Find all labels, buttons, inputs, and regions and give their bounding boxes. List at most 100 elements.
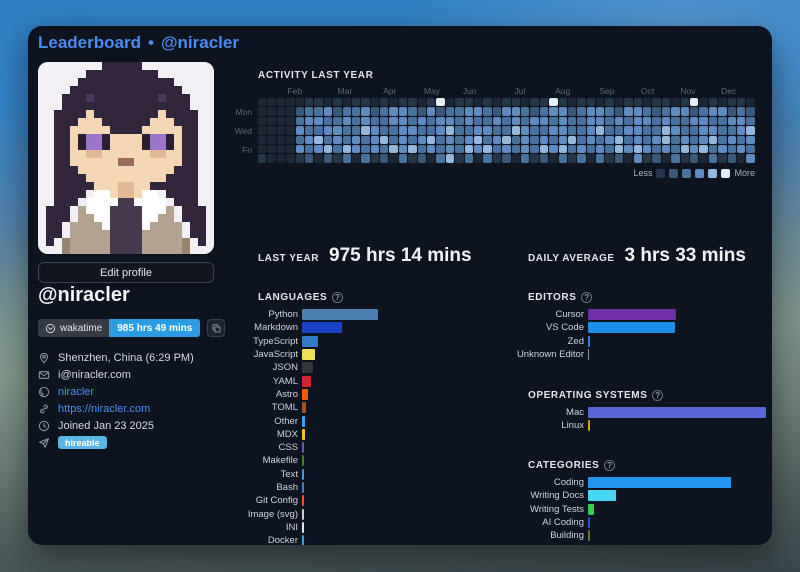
bar-row: VS Code xyxy=(458,321,676,334)
bar-row: Zed xyxy=(458,335,676,348)
profile-detail-row[interactable]: niracler xyxy=(38,383,194,400)
heatmap-cell xyxy=(727,154,736,163)
languages-section-title: LANGUAGES xyxy=(258,292,344,303)
mail-icon xyxy=(38,370,50,379)
legend-swatch xyxy=(682,168,692,178)
heatmap-cell xyxy=(652,135,661,144)
heatmap-cell xyxy=(455,135,464,144)
wakatime-badge-left[interactable]: wakatime xyxy=(38,319,110,337)
heatmap-cell xyxy=(445,126,455,135)
help-icon[interactable] xyxy=(604,460,616,471)
heatmap-cell xyxy=(661,116,671,126)
bar-label: VS Code xyxy=(545,322,584,334)
month-label: Oct xyxy=(641,86,655,96)
bar-label: TOML xyxy=(271,402,298,414)
heatmap-cell xyxy=(398,135,408,144)
heatmap-cell xyxy=(342,126,351,135)
help-icon[interactable] xyxy=(332,292,344,303)
heatmap-cell xyxy=(549,98,558,107)
heatmap-cell xyxy=(577,154,586,163)
heatmap-cell xyxy=(333,98,342,107)
heatmap-cell xyxy=(351,144,361,154)
bar-row: Docker xyxy=(190,534,378,545)
heatmap-cell xyxy=(436,135,445,144)
heatmap-cell xyxy=(361,107,370,116)
heatmap-cell xyxy=(746,144,755,154)
heatmap-cell xyxy=(389,116,398,126)
heatmap-cell xyxy=(295,126,304,135)
heatmap-cell xyxy=(520,98,530,107)
bar-row: Other xyxy=(190,414,378,427)
heatmap-cell xyxy=(427,98,436,107)
heatmap-cell xyxy=(492,126,502,135)
location-icon xyxy=(40,352,48,363)
heatmap-cell xyxy=(267,116,276,126)
heatmap-cell xyxy=(483,116,492,126)
activity-title-text: ACTIVITY LAST YEAR xyxy=(258,70,374,81)
categories-chart: Coding Writing Docs Writing Tests AI Coding… xyxy=(458,476,731,542)
bar-label: Writing Docs xyxy=(530,490,584,502)
stat-daily-average: DAILY AVERAGE 3 hrs 33 mins xyxy=(528,245,746,267)
heatmap-cell xyxy=(427,107,436,116)
heatmap-cell xyxy=(370,154,380,163)
heatmap-cell xyxy=(708,116,718,126)
heatmap-cell xyxy=(511,135,520,144)
heatmap-cell xyxy=(473,98,483,107)
profile-detail-row[interactable]: https://niracler.com xyxy=(38,400,194,417)
heatmap-cell xyxy=(511,144,520,154)
clock-icon xyxy=(38,420,50,431)
heatmap-cell xyxy=(689,116,699,126)
heatmap-cell xyxy=(473,126,483,135)
heatmap-cell xyxy=(304,154,314,163)
heatmap-cell xyxy=(445,98,455,107)
bar xyxy=(302,508,304,520)
heatmap-cell xyxy=(389,126,398,135)
profile-details: Shenzhen, China (6:29 PM) i@niracler.com n… xyxy=(38,349,194,451)
heatmap-cell xyxy=(614,135,624,144)
bar xyxy=(588,420,590,432)
copy-badge-button[interactable] xyxy=(207,319,226,337)
help-icon[interactable] xyxy=(652,390,664,401)
heatmap-cell xyxy=(652,116,661,126)
heatmap-cell xyxy=(455,154,464,163)
heatmap-cell xyxy=(539,98,549,107)
heatmap-cell xyxy=(736,144,746,154)
heatmap-cell xyxy=(708,135,718,144)
heatmap-cell xyxy=(586,126,596,135)
categories-section-title: CATEGORIES xyxy=(528,460,616,471)
heatmap-cell xyxy=(295,144,304,154)
leaderboard-link[interactable]: Leaderboard xyxy=(38,33,141,52)
heatmap-cell xyxy=(333,135,342,144)
heatmap-cell xyxy=(351,107,361,116)
wakatime-badge-value[interactable]: 985 hrs 49 mins xyxy=(109,319,201,337)
heatmap-cell xyxy=(605,98,614,107)
heatmap-cell xyxy=(286,98,295,107)
heatmap-cell xyxy=(680,126,689,135)
bar xyxy=(588,407,766,419)
heatmap-cell xyxy=(567,135,577,144)
heatmap-cell xyxy=(520,144,530,154)
bar xyxy=(588,309,676,321)
edit-profile-button[interactable]: Edit profile xyxy=(38,262,214,283)
detail-text[interactable]: niracler xyxy=(58,385,95,398)
heatmap-cell xyxy=(361,154,370,163)
month-label: Jul xyxy=(514,86,526,96)
heatmap-cell xyxy=(417,107,427,116)
heatmap-cell xyxy=(295,135,304,144)
heatmap-cell xyxy=(520,135,530,144)
heatmap-cell xyxy=(671,98,680,107)
bar xyxy=(302,322,342,334)
help-icon[interactable] xyxy=(581,292,593,303)
detail-text[interactable]: https://niracler.com xyxy=(58,402,151,415)
heatmap-cell xyxy=(586,154,596,163)
heatmap-cell xyxy=(445,154,455,163)
heatmap-cell xyxy=(286,144,295,154)
heatmap-cell xyxy=(361,126,370,135)
heatmap-cell xyxy=(323,126,333,135)
heatmap-cell xyxy=(586,98,596,107)
bar-label: Zed xyxy=(567,335,584,347)
heatmap-cell xyxy=(520,116,530,126)
bar-row: Python xyxy=(190,308,378,321)
heatmap-cell xyxy=(258,154,267,163)
heatmap-cell xyxy=(567,116,577,126)
